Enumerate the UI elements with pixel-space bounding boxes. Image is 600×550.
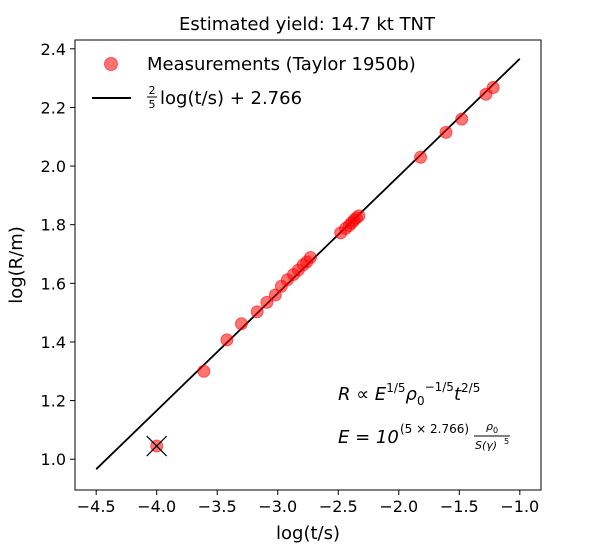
- excluded-marker-layer: [146, 435, 168, 457]
- y-tick-label: 1.0: [41, 450, 66, 469]
- measurement-point: [234, 317, 248, 331]
- chart-title: Estimated yield: 14.7 kt TNT: [179, 14, 436, 35]
- eq1-exp-E: 1/5: [386, 381, 405, 395]
- x-tick-label: −1.5: [440, 497, 479, 516]
- measurement-point: [197, 364, 211, 378]
- measurement-point: [352, 209, 366, 223]
- eq1-rho-sub: 0: [417, 394, 425, 408]
- eq1-rho: ρ: [406, 384, 418, 405]
- eq2-exponent: (5 × 2.766): [400, 422, 469, 436]
- annotation-proportionality: R ∝ E1/5ρ0−1/5t2/5: [338, 380, 480, 408]
- legend-frac-denominator: 5: [149, 98, 156, 111]
- eq1-exp-t: 2/5: [461, 381, 480, 395]
- legend-scatter-label: Measurements (Taylor 1950b): [147, 54, 416, 75]
- y-tick-label: 2.4: [41, 40, 66, 59]
- y-tick-label: 1.6: [41, 274, 66, 293]
- x-tick-label: −2.0: [379, 497, 418, 516]
- measurement-point: [455, 112, 469, 126]
- y-tick-label: 2.0: [41, 157, 66, 176]
- x-tick-label: −3.5: [198, 497, 237, 516]
- y-axis-label: log(R/m): [6, 226, 27, 304]
- eq2-rho: ρ: [486, 420, 493, 433]
- measurement-point: [250, 305, 264, 319]
- eq1-main: R ∝ E: [338, 384, 387, 405]
- eq1-exp-rho: −1/5: [425, 380, 454, 394]
- measurement-point: [439, 125, 453, 139]
- excluded-point-cross: [146, 435, 168, 457]
- measurement-point: [303, 251, 317, 265]
- x-tick-label: −2.5: [319, 497, 358, 516]
- measurement-point: [414, 150, 428, 164]
- y-tick-label: 1.4: [41, 333, 66, 352]
- eq2-denominator: S(γ): [475, 439, 497, 452]
- legend-line-label: log(t/s) + 2.766: [160, 88, 302, 109]
- measurement-point: [220, 333, 234, 347]
- x-tick-label: −4.5: [77, 497, 116, 516]
- y-tick-label: 1.2: [41, 392, 66, 411]
- eq2-rho-sub: 0: [493, 426, 498, 435]
- y-tick-label: 1.8: [41, 216, 66, 235]
- x-axis-ticks: −4.5 −4.0 −3.5 −3.0 −2.5 −2.0 −1.5 −1.0: [77, 490, 539, 516]
- eq1-t: t: [454, 384, 462, 405]
- legend-frac-numerator: 2: [149, 84, 156, 97]
- legend-scatter-marker: [104, 57, 118, 71]
- x-tick-label: −1.0: [500, 497, 539, 516]
- measurement-point: [260, 295, 274, 309]
- legend: Measurements (Taylor 1950b) 2 5 log(t/s)…: [92, 54, 416, 111]
- measurement-point: [268, 288, 282, 302]
- annotation-energy: E = 10 (5 × 2.766) ρ 0 S(γ) 5: [338, 420, 510, 452]
- measurement-point: [486, 80, 500, 94]
- eq2-main: E = 10: [338, 427, 399, 448]
- x-tick-label: −3.0: [258, 497, 297, 516]
- eq2-denominator-exp: 5: [504, 437, 509, 446]
- x-tick-label: −4.0: [137, 497, 176, 516]
- x-axis-label: log(t/s): [276, 523, 340, 544]
- y-axis-ticks: 1.0 1.2 1.4 1.6 1.8 2.0 2.2 2.4: [41, 40, 75, 469]
- y-tick-label: 2.2: [41, 98, 66, 117]
